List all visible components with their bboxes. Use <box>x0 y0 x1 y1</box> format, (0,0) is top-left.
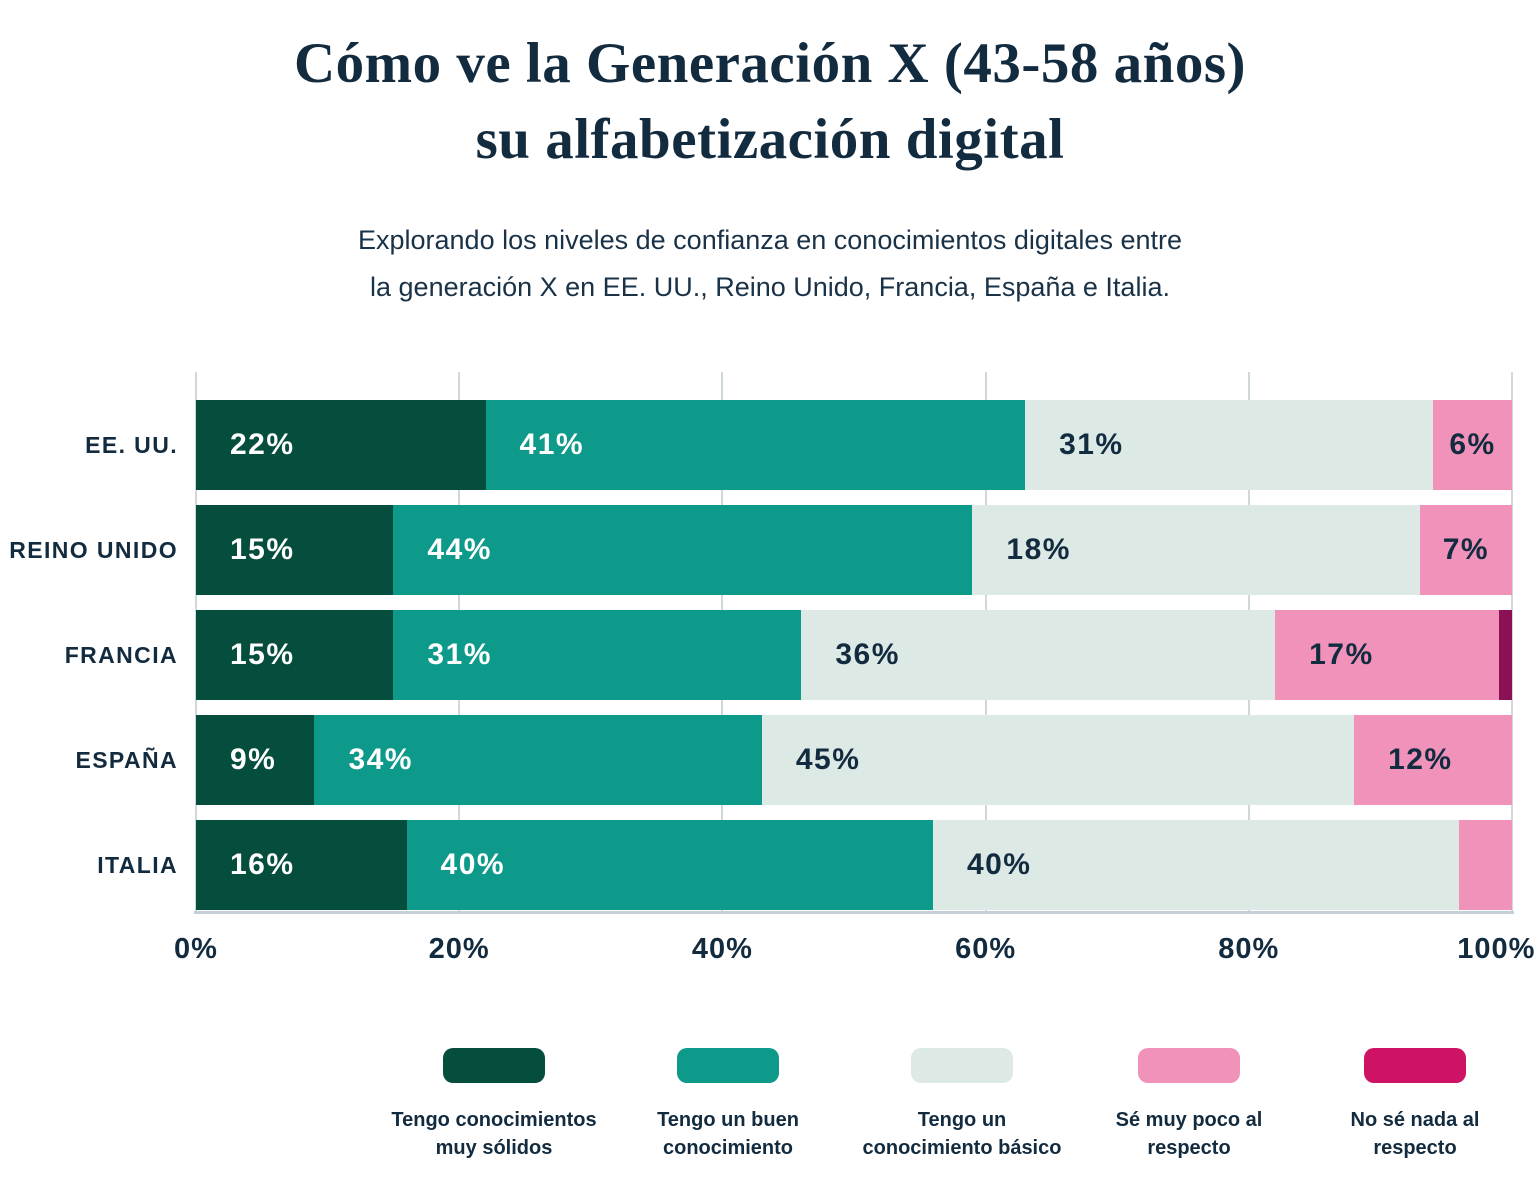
category-label-italia: ITALIA <box>97 851 178 878</box>
legend-item-muy_solidos: Tengo conocimientos muy sólidos <box>364 1048 624 1162</box>
bar-segment-muy_solidos: 16% <box>196 820 407 910</box>
legend-item-buen: Tengo un buen conocimiento <box>598 1048 858 1162</box>
legend-label-line1: Tengo un <box>917 1109 1007 1131</box>
legend-swatch-nada <box>1364 1048 1466 1083</box>
legend-swatch-muy_solidos <box>443 1048 545 1083</box>
bar-segment-buen: 31% <box>393 610 802 700</box>
segment-value-label: 12% <box>1388 743 1453 776</box>
segment-value-label: 34% <box>348 743 413 776</box>
bar-segment-basico: 31% <box>1025 400 1434 490</box>
bar-segment-muy_poco: 6% <box>1433 400 1512 490</box>
chart-subtitle-line1: Explorando los niveles de confianza en c… <box>357 225 1182 255</box>
chart-subtitle-line2: la generación X en EE. UU., Reino Unido,… <box>370 272 1170 302</box>
bar-segment-nada <box>1498 610 1512 700</box>
legend-item-muy_poco: Sé muy poco al respecto <box>1059 1048 1319 1162</box>
bar-segment-basico: 45% <box>761 715 1355 805</box>
segment-value-label: 18% <box>1006 533 1071 566</box>
bar-segment-muy_poco: 7% <box>1419 505 1512 595</box>
bar-row-1: 22% 41% 31% 6% <box>196 400 1512 490</box>
bar-row-3: 15% 31% 36% 17% <box>196 610 1512 700</box>
segment-value-label: 44% <box>427 533 492 566</box>
x-tick-20pct: 20% <box>428 933 490 965</box>
legend-label-line2: conocimiento <box>662 1137 793 1159</box>
category-label-reino-unido: REINO UNIDO <box>9 536 178 563</box>
bar-row-4: 9% 34% 45% 12% <box>196 715 1512 805</box>
legend-swatch-muy_poco <box>1138 1048 1240 1083</box>
segment-value-label: 9% <box>230 743 277 776</box>
bar-segment-basico: 36% <box>801 610 1276 700</box>
legend-label-line1: Sé muy poco al <box>1115 1109 1263 1131</box>
chart-title-line1: Cómo ve la Generación X (43-58 años) <box>293 32 1247 95</box>
chart-title-line2: su alfabetización digital <box>475 108 1065 171</box>
gridline-100pct <box>1511 372 1513 912</box>
x-tick-100pct: 100% <box>1457 933 1536 965</box>
legend-item-nada: No sé nada al respecto <box>1285 1048 1540 1162</box>
x-tick-40pct: 40% <box>691 933 753 965</box>
legend-swatch-basico <box>911 1048 1013 1083</box>
legend-label-line2: conocimiento básico <box>862 1137 1062 1159</box>
legend-label-muy_solidos: Tengo conocimientos muy sólidos <box>364 1106 624 1162</box>
segment-value-label: 15% <box>230 533 295 566</box>
bar-segment-muy_solidos: 22% <box>196 400 486 490</box>
segment-value-label: 31% <box>1059 428 1124 461</box>
category-label-ee-uu: EE. UU. <box>85 431 178 458</box>
bar-segment-basico: 40% <box>932 820 1460 910</box>
legend-label-line2: muy sólidos <box>435 1137 553 1159</box>
legend-label-nada: No sé nada al respecto <box>1285 1106 1540 1162</box>
legend-item-basico: Tengo un conocimiento básico <box>832 1048 1092 1162</box>
x-tick-80pct: 80% <box>1218 933 1280 965</box>
legend-label-line1: No sé nada al <box>1350 1109 1480 1131</box>
x-tick-0pct: 0% <box>174 933 218 965</box>
segment-value-label: 40% <box>966 848 1032 881</box>
bar-segment-buen: 40% <box>406 820 933 910</box>
bar-segment-buen: 34% <box>314 715 762 805</box>
bar-segment-buen: 41% <box>485 400 1026 490</box>
bar-segment-muy_poco: 12% <box>1354 715 1512 805</box>
segment-value-label: 16% <box>230 848 295 881</box>
bar-row-2: 15% 44% 18% 7% <box>196 505 1512 595</box>
legend-label-line1: Tengo conocimientos <box>391 1109 597 1131</box>
legend-label-buen: Tengo un buen conocimiento <box>598 1106 858 1162</box>
bar-row-5: 16% 40% 40% <box>196 820 1512 910</box>
legend-label-line2: respecto <box>1147 1137 1231 1159</box>
bar-segment-basico: 18% <box>972 505 1420 595</box>
segment-value-label: 45% <box>795 743 861 776</box>
segment-value-label: 6% <box>1449 428 1496 461</box>
segment-value-label: 22% <box>230 428 295 461</box>
segment-value-label: 15% <box>230 638 295 671</box>
legend-label-line1: Tengo un buen <box>657 1109 799 1131</box>
segment-value-label: 31% <box>427 638 492 671</box>
bar-segment-muy_solidos: 9% <box>196 715 315 805</box>
x-tick-60pct: 60% <box>955 933 1017 965</box>
chart-title: Cómo ve la Generación X (43-58 años) su … <box>0 26 1540 178</box>
segment-value-label: 40% <box>440 848 506 881</box>
bar-segment-muy_poco <box>1459 820 1512 910</box>
bar-segment-muy_poco: 17% <box>1275 610 1499 700</box>
category-label-espa-a: ESPAÑA <box>75 746 178 773</box>
legend-swatch-buen <box>677 1048 779 1083</box>
legend-label-basico: Tengo un conocimiento básico <box>832 1106 1092 1162</box>
segment-value-label: 17% <box>1309 638 1374 671</box>
category-label-francia: FRANCIA <box>64 641 178 668</box>
segment-value-label: 41% <box>519 428 585 461</box>
legend-label-muy_poco: Sé muy poco al respecto <box>1059 1106 1319 1162</box>
bar-segment-buen: 44% <box>393 505 973 595</box>
bar-segment-muy_solidos: 15% <box>196 610 394 700</box>
bar-segment-muy_solidos: 15% <box>196 505 394 595</box>
chart-subtitle: Explorando los niveles de confianza en c… <box>0 217 1540 311</box>
x-axis-baseline <box>194 911 1514 914</box>
segment-value-label: 36% <box>835 638 900 671</box>
legend-label-line2: respecto <box>1373 1137 1457 1159</box>
segment-value-label: 7% <box>1442 533 1490 566</box>
